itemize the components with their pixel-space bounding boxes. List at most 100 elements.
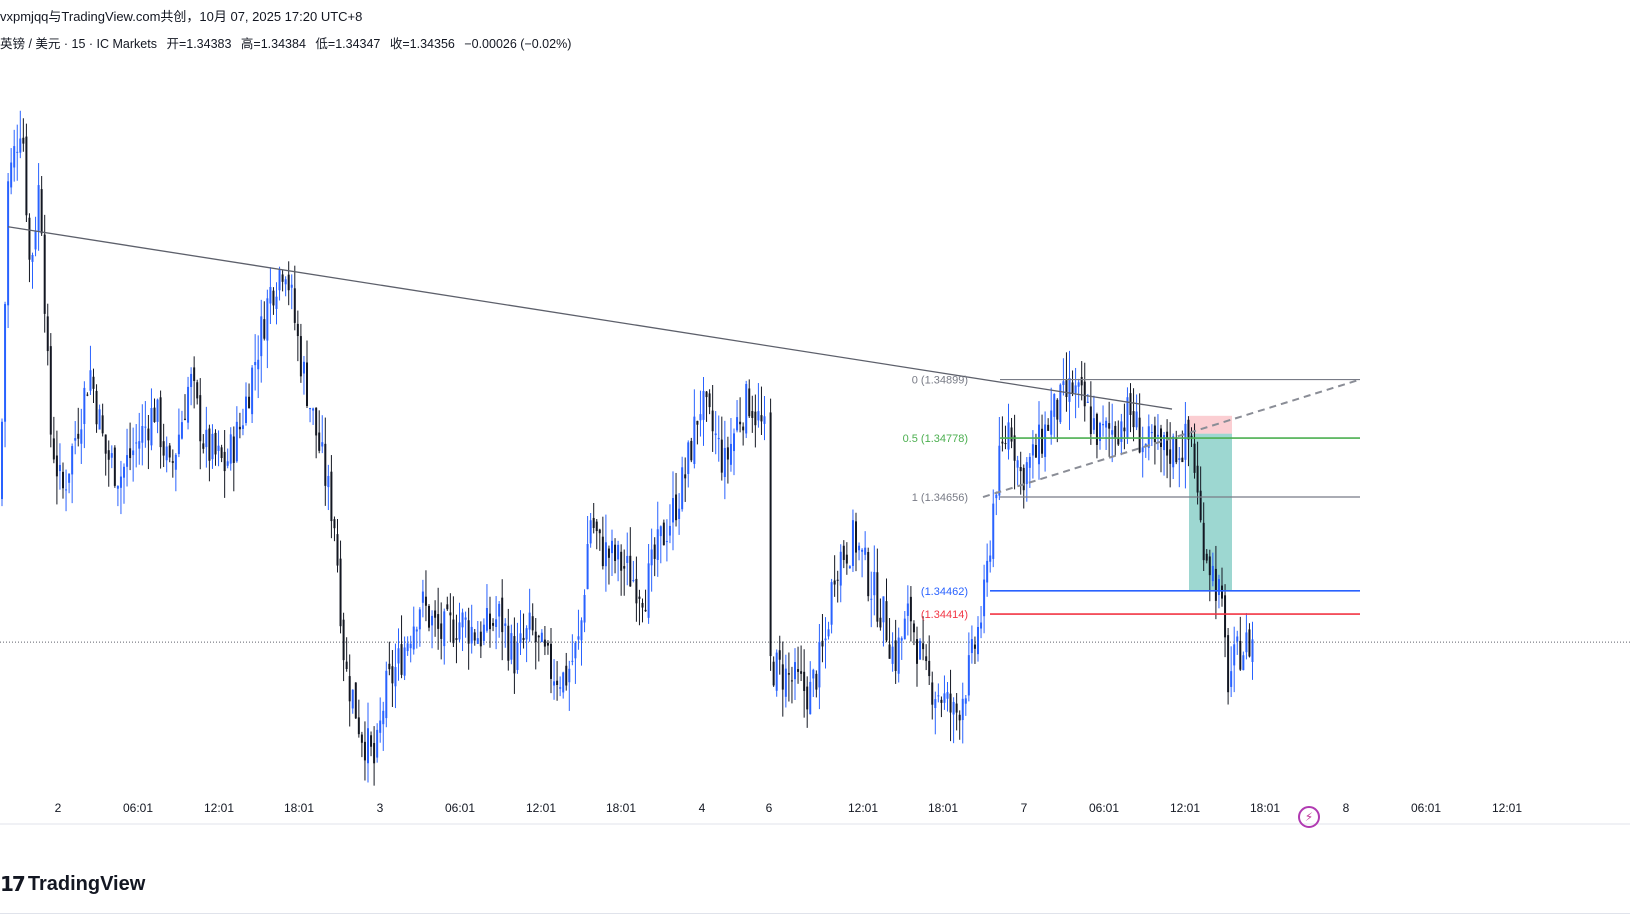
candle-body (147, 428, 150, 441)
candle-body (751, 411, 754, 418)
candle-body (119, 476, 122, 488)
candle-body (437, 614, 440, 629)
candle-body (946, 692, 949, 699)
candle-body (58, 464, 61, 472)
candle-body (650, 549, 653, 566)
trendline (7, 226, 1173, 410)
candle-body (1153, 425, 1156, 443)
candle-body (428, 606, 430, 628)
candle-body (257, 359, 260, 370)
candle-body (983, 579, 986, 617)
candle-body (769, 412, 772, 657)
candle-body (787, 673, 790, 675)
candle-body (745, 383, 748, 434)
candle-body (86, 394, 89, 396)
candle-body (516, 642, 519, 670)
candle-body (296, 323, 299, 337)
candle-body (193, 367, 196, 381)
candle-body (790, 680, 793, 682)
candle-body (174, 454, 177, 470)
candle-body (595, 521, 598, 532)
tradingview-logo-text: TradingView (27, 872, 146, 895)
candle-body (1126, 397, 1129, 439)
candle-body (1025, 462, 1028, 485)
candle-body (391, 666, 394, 684)
candle-body (726, 447, 729, 460)
candle-body (251, 367, 254, 415)
candle-body (586, 544, 589, 590)
candle-body (1211, 565, 1214, 582)
candle-body (931, 682, 934, 705)
candle-body (937, 695, 940, 697)
fib-level-1-label: 1 (1.34656) (912, 492, 968, 504)
candle-body (629, 555, 632, 587)
candle-body (848, 566, 851, 568)
candle-body (104, 434, 107, 454)
candle-body (583, 594, 586, 623)
candle-body (1208, 556, 1211, 576)
candle-body (1187, 419, 1190, 440)
candle-body (601, 536, 604, 567)
time-tick-label: 2 (55, 801, 62, 815)
candle-body (281, 274, 284, 282)
time-tick-label: 06:01 (123, 801, 153, 815)
candle-body (434, 610, 437, 618)
ohlc-low: 低=1.34347 (315, 37, 381, 51)
candle-body (302, 361, 305, 374)
candle-body (836, 579, 839, 581)
candle-body (1202, 522, 1205, 561)
candle-body (275, 296, 278, 309)
candle-body (543, 639, 546, 647)
candle-body (370, 735, 373, 747)
candle-body (324, 443, 327, 486)
candle-body (373, 742, 376, 764)
candle-body (238, 426, 241, 430)
candle-body (272, 290, 275, 306)
candle-body (891, 646, 894, 664)
candle-body (1044, 424, 1047, 457)
candle-body (1184, 423, 1187, 460)
candle-body (211, 433, 214, 460)
candle-body (1221, 585, 1223, 599)
symbol-name[interactable]: 英镑 / 美元 · 15 · IC Markets (0, 37, 157, 51)
candle-body (1001, 441, 1004, 444)
candle-body (49, 346, 52, 435)
candle-body (687, 442, 690, 474)
candle-body (748, 388, 751, 417)
candle-body (519, 633, 522, 643)
candle-body (31, 254, 34, 262)
candle-body (376, 729, 379, 758)
candle-body (260, 316, 263, 357)
candle-body (1242, 655, 1245, 671)
candle-body (992, 503, 995, 559)
candle-body (165, 446, 168, 461)
candle-body (705, 391, 708, 398)
candle-body (205, 429, 208, 448)
candle-body (339, 558, 342, 627)
footer-divider (0, 913, 1630, 914)
candle-body (153, 407, 156, 423)
candle-body (360, 734, 363, 743)
candle-body (1004, 443, 1007, 445)
candle-body (65, 489, 68, 491)
candle-body (986, 560, 989, 583)
candle-body (821, 640, 824, 647)
candle-body (772, 661, 775, 686)
candle-body (315, 407, 318, 436)
candle-body (870, 598, 873, 600)
candle-body (464, 617, 467, 620)
candle-body (467, 620, 470, 644)
candle-body (815, 673, 818, 690)
candle-body (7, 181, 10, 306)
candle-body (632, 580, 635, 582)
candle-body (714, 433, 717, 436)
bolt-icon[interactable]: ⚡ (1298, 806, 1320, 828)
candle-body (827, 629, 830, 637)
candle-body (223, 451, 226, 472)
candle-body (74, 438, 77, 441)
candle-body (1181, 457, 1184, 463)
candle-body (916, 639, 918, 664)
time-tick-label: 12:01 (848, 801, 878, 815)
candle-body (306, 362, 308, 407)
